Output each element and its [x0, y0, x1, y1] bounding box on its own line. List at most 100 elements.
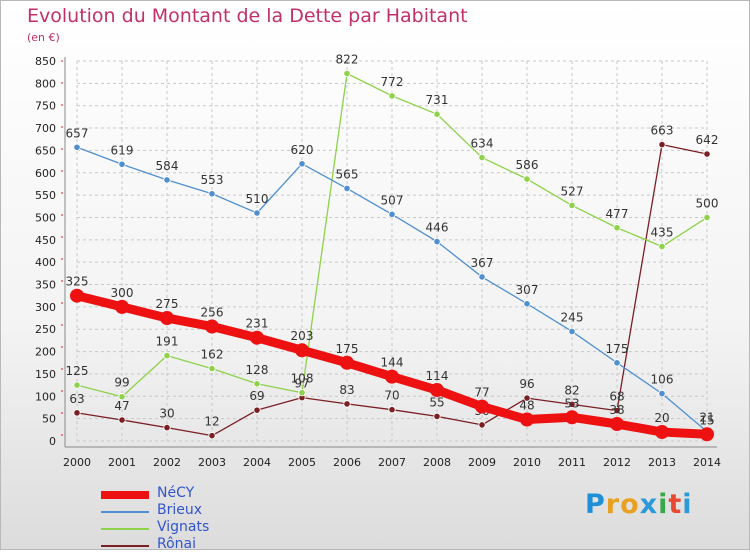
data-point-brieux [523, 300, 531, 308]
data-label-ronai: 63 [69, 392, 84, 406]
y-tick-label: 500 [35, 211, 56, 224]
data-label-vignats: 500 [696, 196, 719, 210]
data-point-brieux [433, 238, 441, 246]
data-label-necy: 203 [291, 329, 314, 343]
proxiti-logo: Proxiti [585, 489, 693, 520]
x-tick-label: 2009 [468, 456, 496, 469]
data-label-brieux: 619 [111, 143, 134, 157]
data-point-vignats [253, 380, 261, 388]
data-label-necy: 325 [66, 275, 89, 289]
data-label-ronai: 70 [384, 389, 399, 403]
data-label-necy: 20 [654, 411, 669, 425]
data-point-ronai [208, 432, 216, 440]
data-label-vignats: 822 [336, 53, 359, 67]
y-tick-label: 300 [35, 301, 56, 314]
data-label-vignats: 772 [381, 75, 404, 89]
y-tick-label: 50 [42, 413, 56, 426]
data-label-vignats: 527 [561, 184, 584, 198]
data-point-vignats [388, 92, 396, 100]
data-label-ronai: 82 [564, 383, 579, 397]
y-tick-label: 0 [49, 435, 56, 448]
y-tick-label: 100 [35, 390, 56, 403]
legend-swatch-necy [101, 491, 149, 499]
data-label-necy: 15 [699, 413, 714, 427]
data-label-necy: 38 [609, 403, 624, 417]
y-tick-label: 600 [35, 167, 56, 180]
x-tick-label: 2007 [378, 456, 406, 469]
data-point-brieux [658, 390, 666, 398]
data-point-ronai [73, 409, 81, 417]
data-label-brieux: 446 [426, 221, 449, 235]
data-label-vignats: 435 [651, 226, 674, 240]
data-label-vignats: 99 [114, 376, 129, 390]
data-point-vignats [433, 110, 441, 118]
data-label-necy: 231 [246, 317, 269, 331]
data-point-ronai [163, 423, 171, 432]
data-point-necy [700, 427, 714, 442]
data-point-ronai [118, 416, 126, 424]
data-label-ronai: 12 [204, 415, 219, 429]
data-point-brieux [478, 273, 486, 281]
data-point-brieux [568, 327, 576, 336]
y-tick-label: 400 [35, 256, 56, 269]
data-point-brieux [73, 143, 81, 151]
data-label-brieux: 175 [606, 342, 629, 356]
x-tick-label: 2010 [513, 456, 541, 469]
data-point-necy [655, 425, 669, 440]
data-point-ronai [658, 141, 666, 149]
data-label-brieux: 367 [471, 256, 494, 270]
data-label-vignats: 634 [471, 137, 494, 151]
legend-label-vignats: Vignats [157, 519, 210, 535]
x-tick-label: 2004 [243, 456, 271, 469]
data-point-necy [70, 288, 84, 303]
data-point-necy [385, 369, 399, 384]
data-point-ronai [253, 406, 261, 414]
data-point-necy [475, 399, 489, 414]
data-label-necy: 300 [111, 286, 134, 300]
chart-title: Evolution du Montant de la Dette par Hab… [27, 5, 468, 27]
logo-letter: t [668, 489, 683, 520]
data-point-brieux [298, 160, 306, 168]
data-point-vignats [118, 393, 126, 401]
data-label-necy: 77 [474, 386, 489, 400]
data-label-vignats: 108 [291, 372, 314, 386]
data-label-ronai: 30 [159, 407, 174, 421]
data-label-necy: 275 [156, 297, 179, 311]
data-label-brieux: 507 [381, 193, 404, 207]
y-tick-label: 850 [35, 55, 56, 68]
y-tick-label: 450 [35, 234, 56, 247]
y-tick-label: 650 [35, 144, 56, 157]
x-tick-label: 2012 [603, 456, 631, 469]
data-label-vignats: 731 [426, 93, 449, 107]
data-point-ronai [568, 400, 576, 408]
data-label-ronai: 96 [519, 377, 534, 391]
data-label-brieux: 245 [561, 310, 584, 324]
data-point-vignats [343, 69, 351, 78]
data-label-ronai: 47 [114, 399, 129, 413]
data-point-ronai [523, 394, 531, 402]
data-label-necy: 48 [519, 399, 534, 413]
data-point-necy [115, 299, 129, 314]
data-label-brieux: 657 [66, 126, 89, 140]
data-point-ronai [478, 421, 486, 429]
data-point-brieux [253, 209, 261, 217]
data-label-ronai: 55 [429, 395, 444, 409]
data-point-necy [340, 355, 354, 370]
data-label-necy: 144 [381, 356, 404, 370]
legend-swatch-brieux [101, 511, 149, 513]
x-tick-label: 2011 [558, 456, 586, 469]
data-label-ronai: 97 [294, 377, 309, 391]
data-label-ronai: 68 [609, 390, 624, 404]
x-tick-label: 2013 [648, 456, 676, 469]
data-label-brieux: 21 [699, 411, 714, 425]
data-point-vignats [523, 175, 531, 183]
data-point-ronai [433, 412, 441, 421]
data-point-vignats [163, 352, 171, 360]
data-point-brieux [613, 359, 621, 367]
y-tick-label: 750 [35, 100, 56, 113]
y-tick-label: 200 [35, 346, 56, 359]
legend-swatch-ronai [101, 545, 149, 547]
x-tick-label: 2003 [198, 456, 226, 469]
legend-label-necy: NéCY [157, 485, 195, 501]
x-tick-label: 2006 [333, 456, 361, 469]
